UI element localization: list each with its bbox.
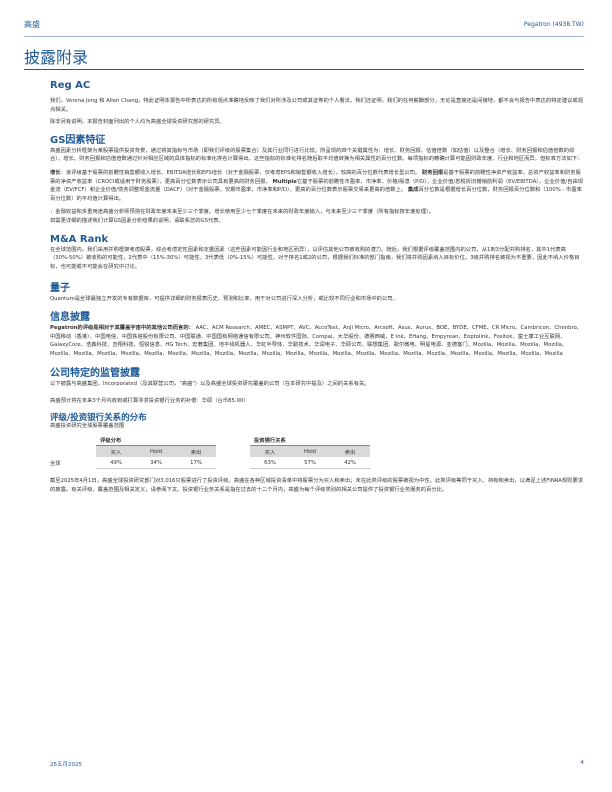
company-specific-heading: 公司特定的监管披露 [50,368,140,380]
header-divider [24,36,584,37]
rating-group-label: 评级分布 [96,434,216,447]
gs-factor-contact-note: 如需更详细的描述我们计算GS因素分析结果的说明，请联系您的GS代表。 [50,217,224,224]
returns-definition: 是基于股票的前瞻性净资产收益率，总资产收益率和财务股票的净资产收益率（CROCI… [50,169,581,185]
table-group-row: 评级分布 投资银行关系 [50,434,370,447]
coverage-universe: Pegatron的评级是相对于其覆盖宇宙中的其他公司而言的： AAC、ACM R… [50,324,584,358]
coverage-list: AAC、ACM Research、AMEC、ASMPT、AVC、AccoTest… [50,324,583,357]
col-buy: 买入 [250,445,290,458]
multiple-term: Multiple [272,178,297,185]
ib-sell-value: 42% [330,457,370,470]
ib-compensation-note: 高盛预计将在未来3个月内收到或打算寻求投资银行业务的补偿：华硕（台币85.00） [50,397,249,404]
gs-factor-definitions: 增长：该评级基于股票的前瞻性销售额收入增长、EBITDA增长和EPS增长（对于金… [50,169,584,203]
ma-rank-heading: M&A Rank [50,233,109,245]
distribution-heading: 评级/投资银行关系的分布 [50,413,147,424]
col-buy: 买入 [96,445,136,458]
reg-ac-note: 除非另有说明，本报告封面列出的个人均为高盛全球投资研究部的研究员。 [50,119,225,126]
gs-factor-forecast-note: ：金融收益和多重用途高盛分析师预测在财政年度未来至少三个季度。增长使用至少七个季… [50,209,435,216]
reg-ac-certification: 我们，Verena Jeng 和 Allen Chang，特此证明本报告中所表达… [50,98,584,113]
gs-factor-heading: GS因素特征 [50,134,106,146]
footer-date: 25五月2025 [50,762,82,768]
rating-distribution-table: 评级分布 投资银行关系 买入 Hold 卖出 买入 Hold 卖出 全球 49%… [50,434,370,470]
coverage-lead: Pegatron的评级是相对于其覆盖宇宙中的其他公司而言的： [50,324,194,331]
col-sell: 卖出 [330,445,370,458]
rating-hold-value: 34% [136,457,176,470]
growth-term: 增长 [50,169,61,176]
page-number: 4 [580,760,585,766]
integrated-term: 集成 [407,187,419,194]
table-header-row: 买入 Hold 卖出 买入 Hold 卖出 [50,445,370,458]
integrated-definition: 百分位数是根据增长百分位数，财务回报百分位数和（100% - 市盈率百分位数）的… [50,187,582,202]
disclosure-body: Reg AC 我们，Verena Jeng 和 Allen Chang，特此证明… [50,80,584,495]
returns-term: 财务回报 [421,169,444,176]
table-row: 全球 49% 34% 17% 63% 57% 42% [50,457,370,470]
header-ticker: Pegatron (4938.TW) [523,21,584,28]
rating-sell-value: 17% [176,457,216,470]
distribution-subtitle: 高盛投资研究全球股票覆盖范围 [50,423,125,430]
col-hold: Hold [136,445,176,458]
ib-group-label: 投资银行关系 [250,434,370,447]
reg-ac-heading: Reg AC [50,80,91,91]
ib-hold-value: 57% [290,457,330,470]
row-label: 全球 [50,461,61,468]
ib-buy-value: 63% [250,457,290,470]
company-specific-text: 以下披露与高盛集团，Incorporated（及其联营公司，"高盛"）以及高盛全… [50,381,370,388]
ma-rank-text: 在全球范围内，我们采用并购框架考虑股票，综合考虑定性因素和定量因素（这些因素可能… [50,246,580,270]
quantum-heading: 量子 [50,283,70,295]
header-brand: 高盛 [24,20,40,29]
gs-factor-intro: 高盛因素分析框架为某股票提供投资背景，通过将其指标与市场（即我们评级的股票集合）… [50,147,583,163]
distribution-note: 截至2025年4月1日，高盛全球投资研究部门对3,016只股票进行了投资评级。高… [50,478,584,494]
disclosures-heading: 信息披露 [50,311,90,323]
multiple-definition: 它基于股票的前瞻性市盈率、市净率、价格/股息（P/D），企业价值/息税折旧摊销前… [50,178,584,194]
rating-buy-value: 49% [96,457,136,470]
page-title: 披露附录 [24,48,89,67]
title-divider [24,69,584,70]
growth-definition: ：该评级基于股票的前瞻性销售额收入增长、EBITDA增长和EPS增长（对于金融股… [60,169,421,176]
col-sell: 卖出 [176,445,216,458]
quantum-text: Quantum是全球最独立开发的专有数据库，可提供详细的财务报表历史、预测和比率… [50,296,398,303]
col-hold: Hold [290,445,330,458]
